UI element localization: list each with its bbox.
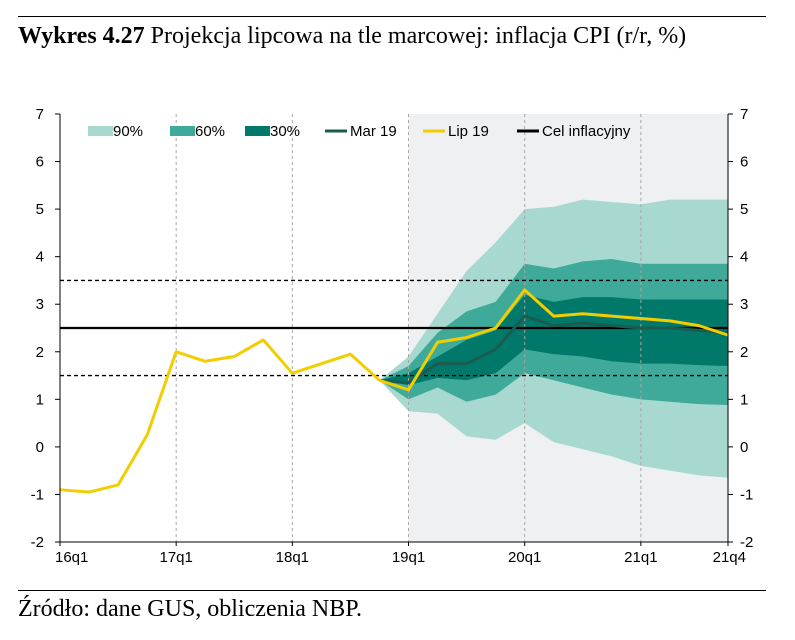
y-tick-label-left: 0 xyxy=(36,439,44,456)
y-tick-label-left: -1 xyxy=(31,486,44,503)
x-tick-label: 17q1 xyxy=(159,549,192,566)
series-lines xyxy=(59,288,729,494)
legend-label-lip19: Lip 19 xyxy=(448,123,489,140)
lip19-line xyxy=(59,288,729,494)
legend-swatch-band60 xyxy=(170,126,195,136)
source-note: Źródło: dane GUS, obliczenia NBP. xyxy=(18,596,362,622)
legend-swatch-band30 xyxy=(245,126,270,136)
legend-swatch-band90 xyxy=(88,126,113,136)
y-tick-label-right: 5 xyxy=(740,201,748,218)
x-tick-label: 20q1 xyxy=(508,549,541,566)
y-tick-label-left: 2 xyxy=(36,344,44,361)
y-tick-label-right: -1 xyxy=(740,486,753,503)
y-tick-label-left: 7 xyxy=(36,106,44,123)
legend-label-target: Cel inflacyjny xyxy=(542,123,631,140)
x-tick-label: 21q1 xyxy=(624,549,657,566)
y-tick-label-right: 3 xyxy=(740,296,748,313)
legend-label-mar19: Mar 19 xyxy=(350,123,397,140)
x-tick-label: 21q4 xyxy=(713,549,746,566)
y-tick-label-right: 2 xyxy=(740,344,748,361)
caption-label: Wykres 4.27 xyxy=(18,23,145,49)
y-tick-label-right: -2 xyxy=(740,534,753,551)
y-tick-label-right: 4 xyxy=(740,249,748,266)
caption-title: Projekcja lipcowa na tle marcowej: infla… xyxy=(150,23,687,49)
legend-label-band90: 90% xyxy=(113,123,143,140)
y-tick-label-right: 0 xyxy=(740,439,748,456)
y-tick-label-right: 7 xyxy=(740,106,748,123)
legend-label-band30: 30% xyxy=(270,123,300,140)
x-tick-label: 19q1 xyxy=(392,549,425,566)
bottom-rule xyxy=(18,590,766,591)
target-lines xyxy=(60,279,728,377)
axes: -2 -2 -1 -1 0 0 1 1 2 2 3 3 4 4 5 5 6 6 7 7 16q1 17q1 18q1 19q1… xyxy=(31,106,754,566)
y-tick-label-left: 5 xyxy=(36,201,44,218)
y-tick-label-left: 3 xyxy=(36,296,44,313)
mar19-line xyxy=(379,314,729,385)
top-rule xyxy=(18,16,766,17)
legend-label-band60: 60% xyxy=(195,123,225,140)
y-tick-label-right: 6 xyxy=(740,154,748,171)
chart-caption: Wykres 4.27 Projekcja lipcowa na tle mar… xyxy=(18,20,766,52)
y-tick-label-left: -2 xyxy=(31,534,44,551)
x-tick-label: 16q1 xyxy=(55,549,88,566)
y-tick-label-left: 1 xyxy=(36,391,44,408)
x-tick-label: 18q1 xyxy=(276,549,309,566)
y-tick-label-left: 4 xyxy=(36,249,44,266)
grid-lines xyxy=(175,114,642,542)
y-tick-label-left: 6 xyxy=(36,154,44,171)
legend: 90% 60% 30% Mar 19 Lip 19 Cel inflacyjny xyxy=(88,123,631,140)
y-tick-label-right: 1 xyxy=(740,391,748,408)
